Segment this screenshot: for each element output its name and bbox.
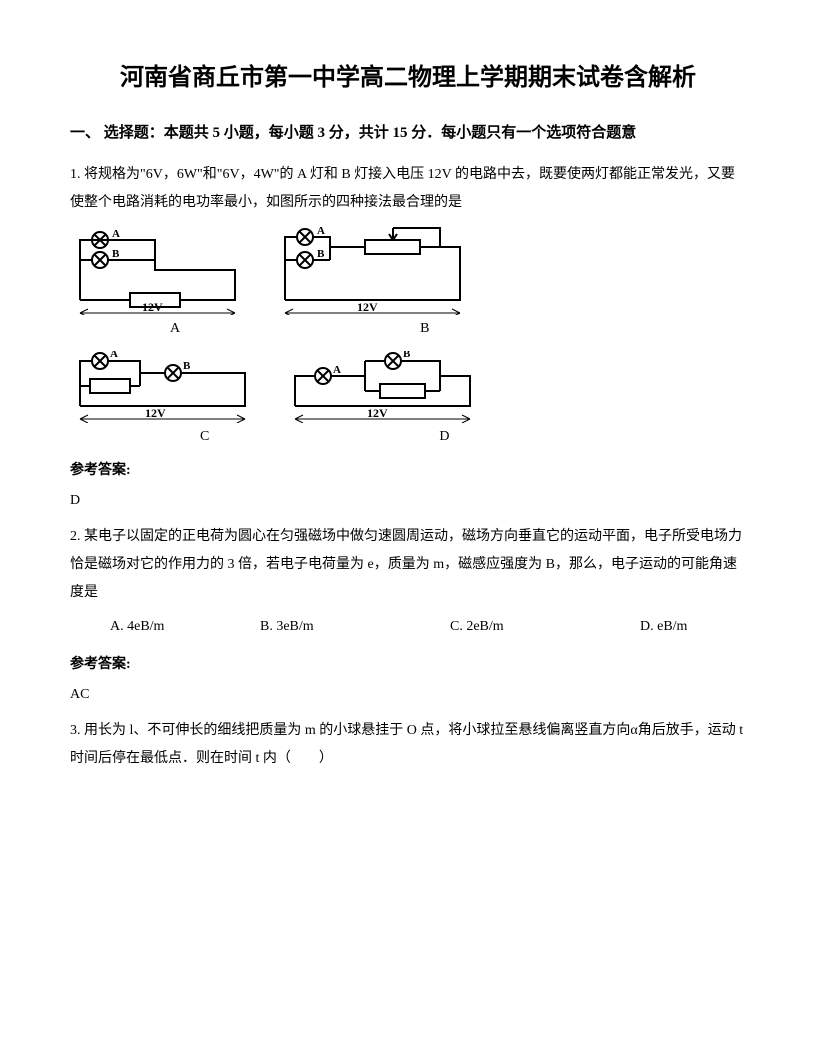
option-row-ab: A B bbox=[70, 321, 746, 337]
circuit-d: A B 12V bbox=[285, 351, 480, 423]
svg-text:B: B bbox=[112, 248, 120, 260]
exam-title: 河南省商丘市第一中学高二物理上学期期末试卷含解析 bbox=[70, 60, 746, 96]
circuit-row-1: A B 12V A B bbox=[70, 225, 746, 315]
svg-text:12V: 12V bbox=[145, 406, 166, 420]
svg-text:A: A bbox=[317, 225, 325, 237]
q1-answer-label: 参考答案: bbox=[70, 459, 746, 479]
circuit-b: A B 12V bbox=[275, 225, 470, 315]
q2-choice-a: A. 4eB/m bbox=[110, 619, 260, 635]
circuit-a: A B 12V bbox=[70, 225, 245, 315]
q2-choices: A. 4eB/m B. 3eB/m C. 2eB/m D. eB/m bbox=[70, 619, 746, 635]
svg-text:12V: 12V bbox=[367, 406, 388, 420]
svg-text:B: B bbox=[403, 351, 411, 360]
q1-answer: D bbox=[70, 493, 746, 509]
svg-text:B: B bbox=[183, 360, 191, 372]
q2-choice-b: B. 3eB/m bbox=[260, 619, 450, 635]
circuit-row-2: A B 12V A bbox=[70, 351, 746, 423]
option-c-label: C bbox=[200, 429, 209, 445]
option-row-cd: C D bbox=[70, 429, 746, 445]
q2-answer-label: 参考答案: bbox=[70, 653, 746, 673]
option-a-label: A bbox=[170, 321, 180, 337]
svg-text:12V: 12V bbox=[142, 300, 163, 314]
svg-text:B: B bbox=[317, 248, 325, 260]
svg-text:A: A bbox=[333, 364, 341, 376]
option-b-label: B bbox=[420, 321, 429, 337]
question-1-text: 1. 将规格为"6V，6W"和"6V，4W"的 A 灯和 B 灯接入电压 12V… bbox=[70, 161, 746, 217]
q2-choice-d: D. eB/m bbox=[640, 619, 687, 635]
section-heading: 一、 选择题：本题共 5 小题，每小题 3 分，共计 15 分．每小题只有一个选… bbox=[70, 120, 746, 147]
q2-answer: AC bbox=[70, 687, 746, 703]
svg-text:A: A bbox=[110, 351, 118, 360]
option-d-label: D bbox=[439, 429, 449, 445]
svg-text:A: A bbox=[112, 228, 120, 240]
q2-choice-c: C. 2eB/m bbox=[450, 619, 640, 635]
question-2-text: 2. 某电子以固定的正电荷为圆心在匀强磁场中做匀速圆周运动，磁场方向垂直它的运动… bbox=[70, 523, 746, 607]
question-3-text: 3. 用长为 l、不可伸长的细线把质量为 m 的小球悬挂于 O 点，将小球拉至悬… bbox=[70, 717, 746, 773]
circuit-c: A B 12V bbox=[70, 351, 255, 423]
svg-text:12V: 12V bbox=[357, 300, 378, 314]
